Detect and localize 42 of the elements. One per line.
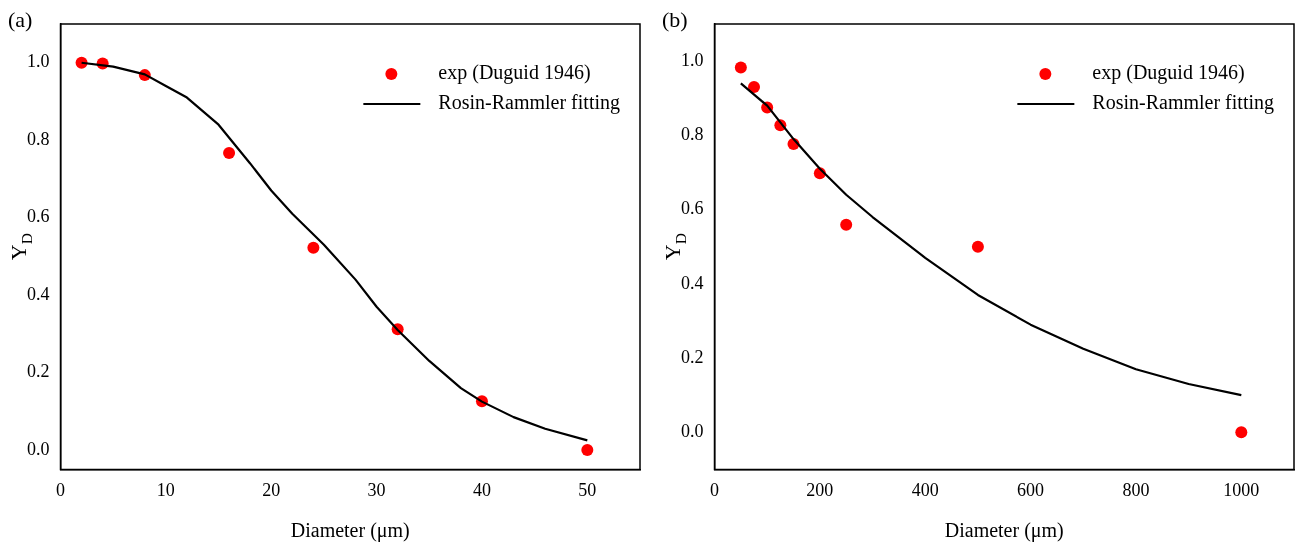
chart-title: (b)	[662, 6, 688, 32]
y-tick-label: 0.0	[681, 421, 704, 442]
x-tick-label: 400	[911, 479, 939, 500]
y-tick-label: 0.2	[27, 361, 50, 382]
x-tick-label: 0	[710, 479, 719, 500]
point	[581, 444, 594, 457]
y-axis-title: YD	[5, 233, 35, 261]
point	[734, 61, 747, 74]
y-tick-label: 1.0	[681, 49, 704, 70]
legend-label: exp (Duguid 1946)	[1092, 61, 1245, 85]
y-tick-label: 0.8	[681, 124, 704, 145]
point	[748, 81, 761, 94]
x-tick-label: 50	[578, 479, 597, 500]
x-tick-label: 20	[262, 479, 281, 500]
x-tick-label: 200	[806, 479, 834, 500]
legend-label: Rosin-Rammler fitting	[438, 91, 621, 115]
y-axis-title: YD	[659, 233, 689, 261]
legend-label: Rosin-Rammler fitting	[1092, 91, 1275, 115]
y-tick-label: 0.4	[27, 283, 50, 304]
point	[840, 218, 853, 231]
y-tick-label: 0.2	[681, 346, 704, 367]
y-tick-label: 1.0	[27, 51, 50, 72]
x-tick-label: 800	[1122, 479, 1150, 500]
x-tick-label: 1000	[1223, 479, 1260, 500]
y-tick-label: 0.0	[27, 438, 50, 459]
x-axis-title: Diameter (μm)	[944, 519, 1064, 543]
y-tick-label: 0.8	[27, 128, 50, 149]
point	[971, 240, 984, 253]
y-tick-label: 0.6	[27, 206, 50, 227]
point	[307, 241, 320, 254]
point	[223, 146, 236, 159]
x-tick-label: 40	[472, 479, 491, 500]
x-axis-title: Diameter (μm)	[290, 519, 410, 543]
x-tick-label: 30	[367, 479, 386, 500]
y-tick-label: 0.6	[681, 198, 704, 219]
x-tick-label: 0	[56, 479, 65, 500]
point	[1235, 426, 1248, 439]
x-tick-label: 600	[1017, 479, 1045, 500]
legend-label: exp (Duguid 1946)	[438, 61, 591, 85]
chart-title: (a)	[8, 6, 33, 32]
y-tick-label: 0.4	[681, 272, 704, 293]
x-tick-label: 10	[156, 479, 175, 500]
